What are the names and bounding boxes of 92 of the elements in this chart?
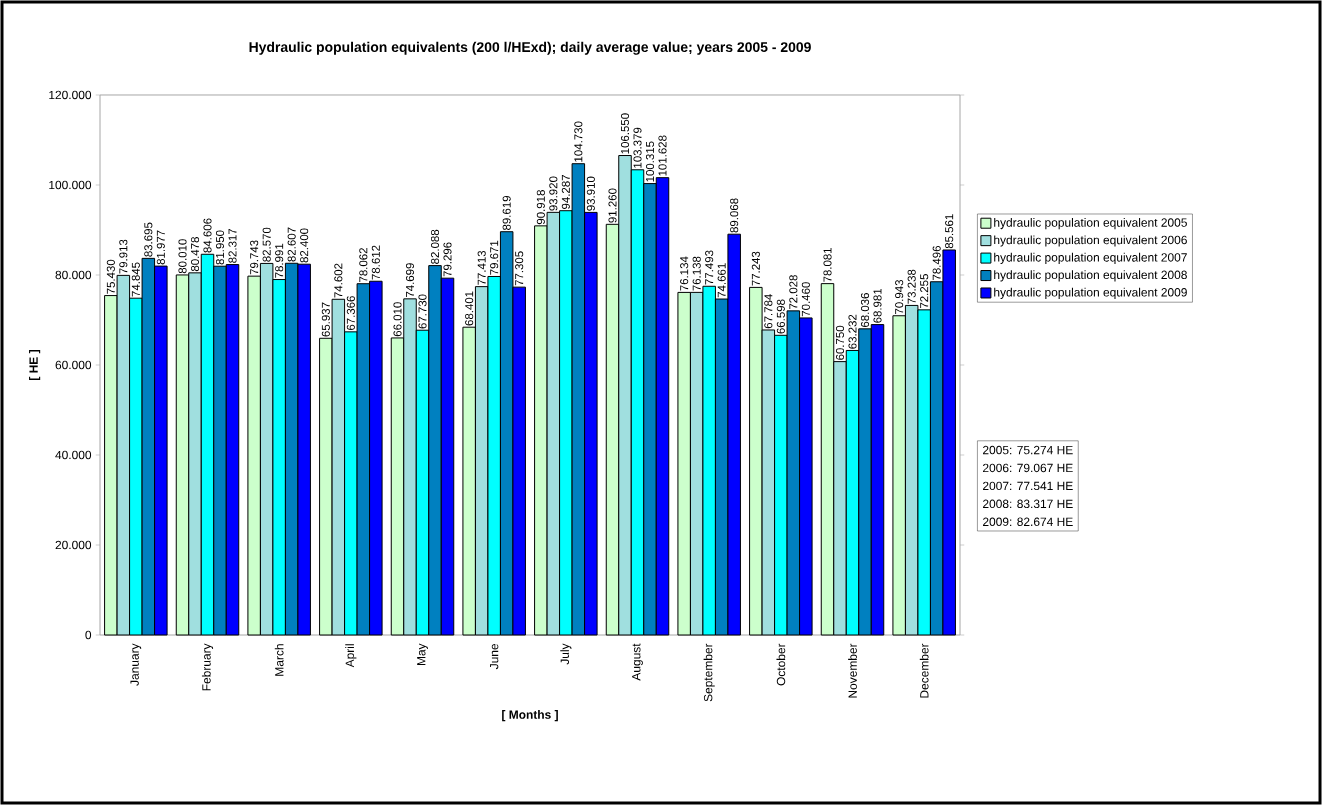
data-label: 78.496 [932,246,941,280]
data-label: 79.671 [490,240,499,275]
y-tick-label: 40.000 [55,450,92,460]
data-label: 89.068 [730,198,739,233]
data-label: 103.379 [633,127,642,168]
data-label: 74.602 [334,263,343,298]
data-label: 80.010 [178,239,187,274]
data-label: 90.918 [536,190,545,225]
data-label: 76.134 [680,256,689,291]
data-label: 94.287 [561,175,570,209]
data-label: 83.695 [144,222,153,257]
data-label: 82.088 [430,229,440,264]
x-tick-label: August [632,643,643,681]
data-label: 104.730 [574,121,583,162]
text: 2009: 82.674 HE [983,517,1073,526]
y-tick-label: 120.000 [49,90,92,100]
legend-label: hydraulic population equivalent 2008 [994,270,1187,282]
legend-label: hydraulic population equivalent 2005 [994,217,1187,230]
data-label: 76.138 [692,256,701,291]
data-label: 82.570 [262,227,271,262]
data-label: 80.478 [190,237,200,272]
data-label: 75.430 [106,259,115,294]
y-axis-title: [ HE ] [29,350,41,380]
data-label: 78.612 [371,245,380,280]
data-label: 85.561 [945,214,954,249]
y-tick-label: 80.000 [55,270,92,280]
text: 2006: 79.067 HE [983,463,1073,473]
data-label: 74.845 [131,262,140,297]
x-tick-label: January [130,643,142,686]
data-label: 67.784 [764,294,773,329]
data-label: 63.232 [848,314,857,349]
data-label: 65.937 [321,302,330,337]
data-label: 70.943 [895,280,904,314]
x-tick-label: October [776,643,786,686]
data-label: 66.010 [393,302,402,337]
data-label: 82.317 [228,228,237,263]
data-label: 93.910 [586,176,595,211]
x-tick-label: September [703,643,715,702]
data-label: 67.366 [346,296,355,331]
data-label: 106.550 [620,113,630,154]
data-label: 67.730 [418,294,427,329]
data-label: 77.493 [705,250,714,285]
x-tick-label: June [490,643,499,670]
data-label: 81.977 [156,230,165,265]
data-label: 72.028 [789,275,798,310]
data-label: 68.401 [465,291,474,326]
data-label: 77.305 [515,251,524,286]
legend-label: hydraulic population equivalent 2009 [994,287,1187,299]
data-label: 72.255 [920,274,929,309]
y-tick-label: 100.000 [49,180,92,190]
data-label: 78.991 [275,243,284,278]
y-tick-label: 0 [85,630,92,640]
legend-label: hydraulic population equivalent 2007 [994,252,1187,265]
data-label: 74.661 [717,263,726,298]
text: 2007: 77.541 HE [983,481,1073,491]
data-label: 68.981 [873,288,882,323]
x-tick-label: July [560,643,572,665]
data-label: 77.243 [751,251,760,286]
data-label: 82.607 [287,227,296,262]
data-label: 73.238 [907,269,916,304]
data-label: 78.081 [823,247,832,282]
data-label: 81.950 [215,230,225,265]
x-axis-title: [ Months ] [502,710,558,722]
data-label: 84.606 [203,218,212,253]
data-label: 89.619 [502,196,511,231]
data-label: 66.598 [776,299,785,334]
legend-label: hydraulic population equivalent 2006 [994,235,1187,247]
y-tick-label: 20.000 [55,540,92,550]
chart-title: Hydraulic population equivalents (200 l/HExd); daily average value; years 2005 - 2009 [249,41,811,55]
data-label: 79.743 [250,240,259,275]
x-tick-label: April [345,644,357,668]
data-label: 68.036 [860,293,870,328]
x-tick-label: May [417,643,428,666]
data-label: 79.296 [443,242,452,277]
text: 2005: 75.274 HE [983,445,1073,455]
x-tick-label: March [274,644,284,676]
x-tick-label: November [848,643,857,698]
data-label: 77.413 [477,250,486,285]
y-tick-label: 60.000 [55,360,92,370]
data-label: 79.913 [119,239,128,274]
data-label: 78.062 [359,248,368,282]
data-label: 91.260 [608,188,617,223]
data-label: 70.460 [801,282,810,317]
data-label: 60.750 [835,325,845,360]
text: 2008: 83.317 HE [983,499,1073,509]
data-label: 82.400 [300,228,309,263]
x-tick-label: December [919,643,929,698]
data-label: 101.628 [658,135,667,176]
data-label: 93.920 [549,176,558,211]
x-tick-label: February [201,643,214,691]
data-label: 100.315 [645,141,655,182]
data-label: 74.699 [405,263,415,298]
